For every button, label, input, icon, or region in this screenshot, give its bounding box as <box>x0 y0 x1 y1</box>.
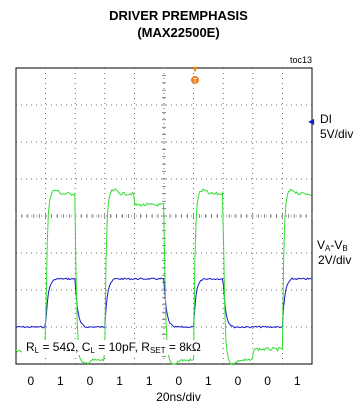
bit-label: 1 <box>57 374 64 388</box>
conditions-annotation: RL = 54Ω, CL = 10pF, RSET = 8kΩ <box>22 340 205 355</box>
bit-label: 1 <box>205 374 212 388</box>
x-axis-label: 20ns/div <box>156 390 201 404</box>
bit-label: 0 <box>86 374 94 388</box>
corner-tag: toc13 <box>290 55 312 65</box>
di-label: DI <box>320 112 332 126</box>
ch1-ground-marker: ◀ <box>308 117 315 126</box>
bit-label: 1 <box>145 374 153 388</box>
di-trace <box>15 277 312 329</box>
svg-text:▼: ▼ <box>191 64 200 74</box>
bit-label: 1 <box>116 374 123 388</box>
bit-label: 0 <box>234 374 242 388</box>
di-scale: 5V/div <box>320 127 354 141</box>
vavb-trace <box>15 188 312 366</box>
chart-title: DRIVER PREMPHASIS <box>109 8 248 23</box>
bit-label: 1 <box>293 374 301 388</box>
chart-subtitle: (MAX22500E) <box>137 25 220 40</box>
vavb-scale: 2V/div <box>318 253 352 267</box>
svg-text:T: T <box>193 78 198 85</box>
bit-label: 0 <box>175 374 183 388</box>
graticule <box>15 67 313 365</box>
trigger-marker: ▼ T <box>191 64 200 85</box>
vavb-label: VA-VB <box>317 238 348 253</box>
bit-label: 0 <box>27 374 35 388</box>
bit-label: 0 <box>264 374 271 388</box>
